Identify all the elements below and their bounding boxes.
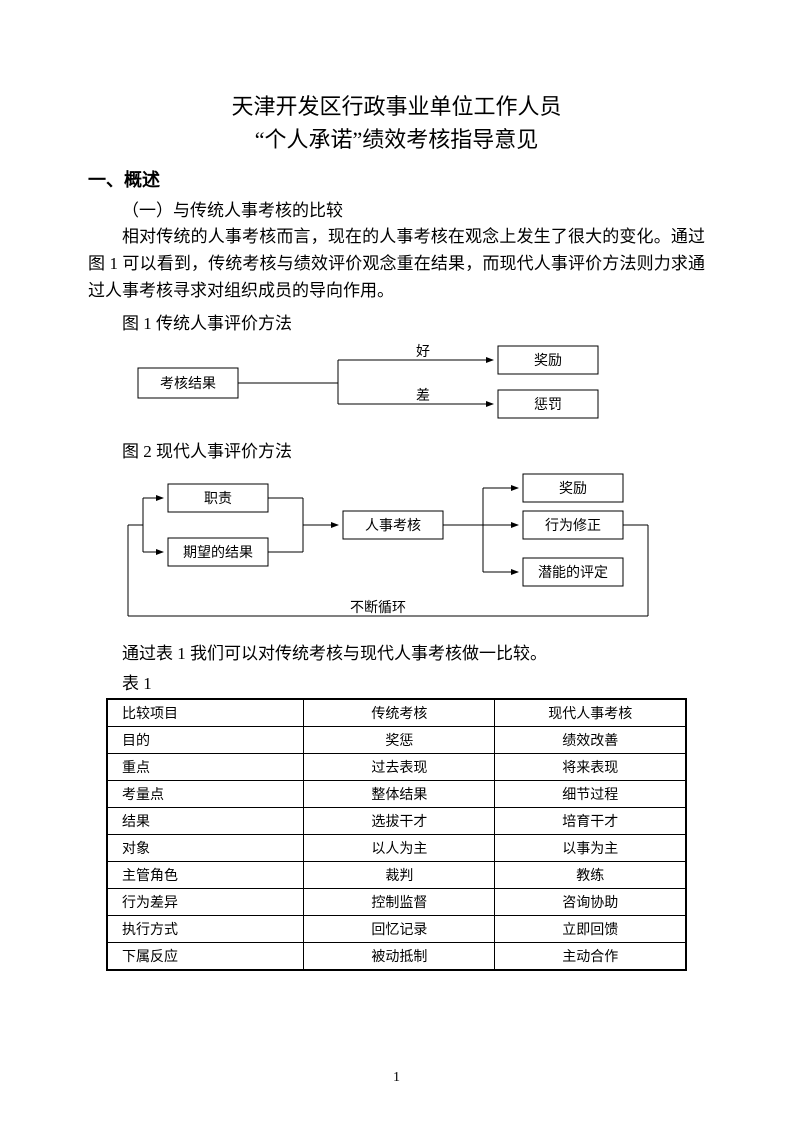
table-row: 重点过去表现将来表现 <box>107 753 686 780</box>
node-punish-label: 惩罚 <box>534 397 562 413</box>
node-correct-label: 行为修正 <box>545 518 601 534</box>
node-reward-label: 奖励 <box>534 352 562 369</box>
table-cell: 结果 <box>107 807 304 834</box>
page-title: 天津开发区行政事业单位工作人员 “个人承诺”绩效考核指导意见 <box>88 90 705 156</box>
table-cell: 将来表现 <box>495 753 686 780</box>
table-row: 主管角色裁判教练 <box>107 861 686 888</box>
table-cell: 行为差异 <box>107 888 304 915</box>
table-cell: 细节过程 <box>495 780 686 807</box>
figure-1-caption: 图 1 传统人事评价方法 <box>88 309 705 334</box>
table-cell: 整体结果 <box>304 780 495 807</box>
table-cell: 培育干才 <box>495 807 686 834</box>
table-cell: 重点 <box>107 753 304 780</box>
table-cell: 教练 <box>495 861 686 888</box>
figure-2-diagram: 职责 期望的结果 人事考核 奖励 行为修正 潜能的评定 <box>88 466 705 636</box>
document-page: 天津开发区行政事业单位工作人员 “个人承诺”绩效考核指导意见 一、概述 （一）与… <box>0 0 793 1122</box>
table-cell: 目的 <box>107 726 304 753</box>
edge-label-bad: 差 <box>416 388 430 404</box>
table-cell: 主动合作 <box>495 942 686 970</box>
title-line-2: “个人承诺”绩效考核指导意见 <box>88 123 705 156</box>
table-header-cell: 现代人事考核 <box>495 699 686 727</box>
table-header-cell: 传统考核 <box>304 699 495 727</box>
node-source-label: 考核结果 <box>160 376 216 392</box>
table-row: 结果选拔干才培育干才 <box>107 807 686 834</box>
figure-2-caption: 图 2 现代人事评价方法 <box>88 437 705 462</box>
table-intro-text: 通过表 1 我们可以对传统考核与现代人事考核做一比较。 <box>88 640 705 667</box>
table-cell: 过去表现 <box>304 753 495 780</box>
node-expected-label: 期望的结果 <box>183 545 253 561</box>
node-reward2-label: 奖励 <box>559 480 587 497</box>
table-cell: 被动抵制 <box>304 942 495 970</box>
table-cell: 控制监督 <box>304 888 495 915</box>
body-paragraph: 相对传统的人事考核而言，现在的人事考核在观念上发生了很大的变化。通过图 1 可以… <box>88 223 705 305</box>
table-cell: 下属反应 <box>107 942 304 970</box>
table-cell: 主管角色 <box>107 861 304 888</box>
table-cell: 咨询协助 <box>495 888 686 915</box>
table-cell: 以人为主 <box>304 834 495 861</box>
table-cell: 奖惩 <box>304 726 495 753</box>
node-potential-label: 潜能的评定 <box>538 565 608 581</box>
subsection-heading: （一）与传统人事考核的比较 <box>88 196 705 221</box>
table-cell: 回忆记录 <box>304 915 495 942</box>
figure-1-diagram: 考核结果 奖励 惩罚 好 差 <box>88 338 705 433</box>
table-cell: 以事为主 <box>495 834 686 861</box>
table-row: 比较项目传统考核现代人事考核 <box>107 699 686 727</box>
page-number: 1 <box>0 1070 793 1086</box>
table-cell: 裁判 <box>304 861 495 888</box>
title-line-1: 天津开发区行政事业单位工作人员 <box>88 90 705 123</box>
table-header-cell: 比较项目 <box>107 699 304 727</box>
table-cell: 对象 <box>107 834 304 861</box>
table-row: 对象以人为主以事为主 <box>107 834 686 861</box>
section-heading: 一、概述 <box>88 166 705 192</box>
table-caption: 表 1 <box>88 669 705 694</box>
node-duty-label: 职责 <box>204 491 232 507</box>
table-row: 行为差异控制监督咨询协助 <box>107 888 686 915</box>
comparison-table: 比较项目传统考核现代人事考核目的奖惩绩效改善重点过去表现将来表现考量点整体结果细… <box>106 698 687 971</box>
table-cell: 考量点 <box>107 780 304 807</box>
table-cell: 绩效改善 <box>495 726 686 753</box>
node-assess-label: 人事考核 <box>365 518 421 534</box>
table-row: 考量点整体结果细节过程 <box>107 780 686 807</box>
table-row: 下属反应被动抵制主动合作 <box>107 942 686 970</box>
comparison-table-wrap: 比较项目传统考核现代人事考核目的奖惩绩效改善重点过去表现将来表现考量点整体结果细… <box>106 698 687 971</box>
edge-label-good: 好 <box>416 344 430 360</box>
table-cell: 立即回馈 <box>495 915 686 942</box>
table-row: 执行方式回忆记录立即回馈 <box>107 915 686 942</box>
loop-label: 不断循环 <box>350 600 406 616</box>
table-cell: 执行方式 <box>107 915 304 942</box>
table-cell: 选拔干才 <box>304 807 495 834</box>
table-row: 目的奖惩绩效改善 <box>107 726 686 753</box>
